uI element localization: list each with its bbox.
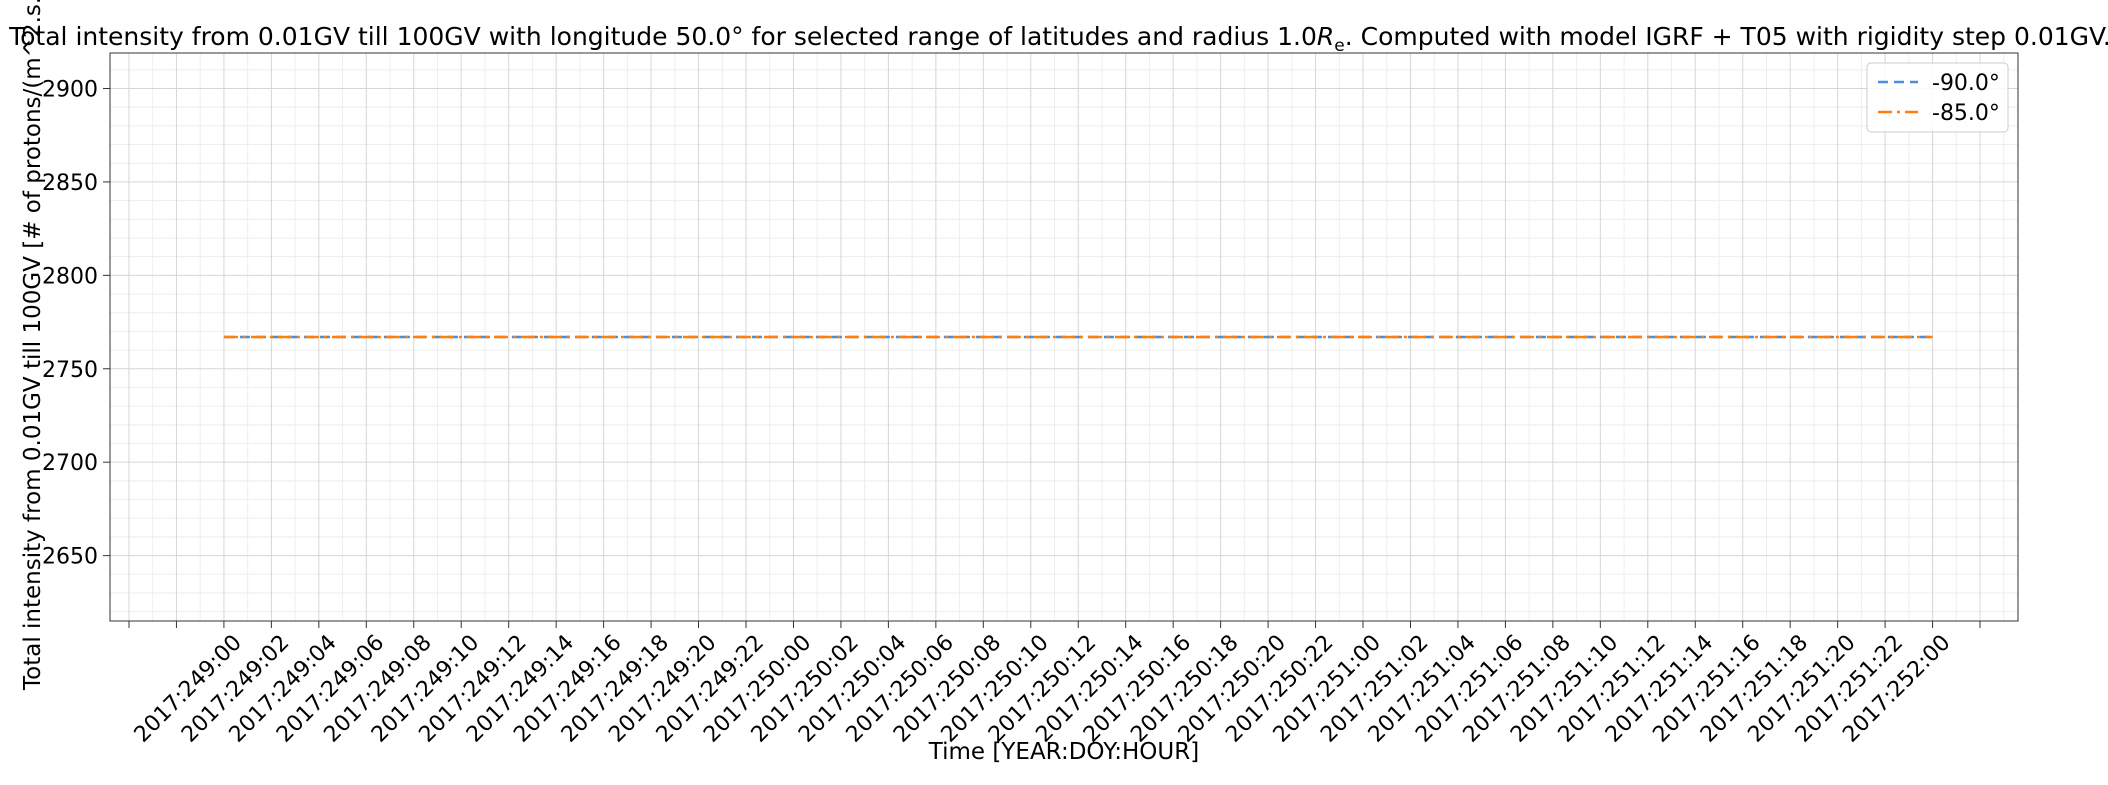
plot-area-frame [109, 52, 2019, 622]
legend-label-series-1: -90.0° [1932, 71, 2000, 96]
y-axis: 2650 2700 2750 2800 2850 2900 [42, 78, 110, 570]
y-tick-label: 2900 [42, 78, 98, 103]
y-axis-label: Total intensity from 0.01GV till 100GV [… [20, 0, 46, 691]
legend: -90.0° -85.0° [1866, 62, 2009, 133]
x-axis-label: Time [YEAR:DOY:HOUR] [928, 739, 1199, 765]
legend-box [1866, 62, 2009, 133]
y-tick-label: 2750 [42, 358, 98, 383]
chart-title: Total intensity from 0.01GV till 100GV w… [8, 22, 2108, 56]
y-tick-label: 2700 [42, 451, 98, 476]
y-tick-label: 2850 [42, 171, 98, 196]
x-axis: 2017:249:002017:249:022017:249:042017:24… [128, 621, 1981, 748]
legend-label-series-2: -85.0° [1932, 101, 2000, 126]
y-tick-label: 2650 [42, 545, 98, 570]
y-tick-label: 2800 [42, 264, 98, 289]
